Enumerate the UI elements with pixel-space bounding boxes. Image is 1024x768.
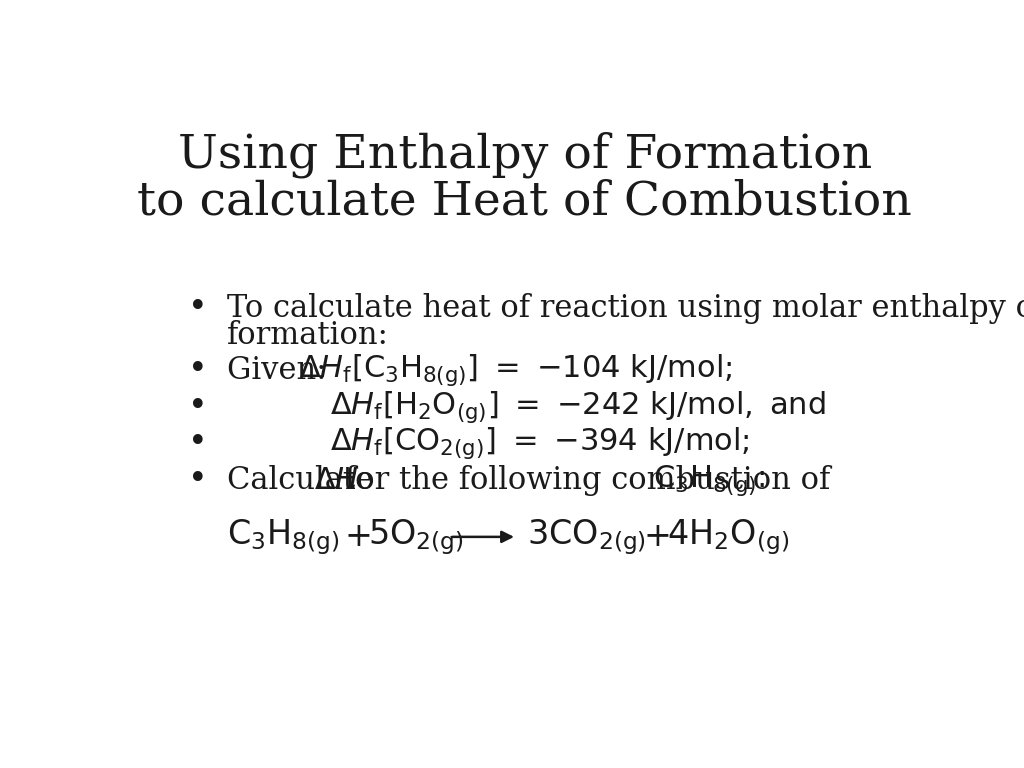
Text: •: • [187, 391, 207, 422]
Text: $\Delta \mathit{H}_\mathrm{f}[\mathrm{CO_{2(g)}}]\ =\ {-394}\ \mathrm{kJ/mol;}$: $\Delta \mathit{H}_\mathrm{f}[\mathrm{CO… [331, 425, 750, 462]
Text: Calculate: Calculate [227, 465, 383, 495]
Text: •: • [187, 428, 207, 459]
Text: To calculate heat of reaction using molar enthalpy of: To calculate heat of reaction using mola… [227, 293, 1024, 323]
Text: $\mathrm{C_3H_{8(g)}}$: $\mathrm{C_3H_{8(g)}}$ [227, 517, 340, 557]
Text: +: + [644, 521, 672, 553]
Text: for the following combustion of: for the following combustion of [345, 465, 840, 495]
Text: $\mathrm{4H_2O_{(g)}}$: $\mathrm{4H_2O_{(g)}}$ [667, 517, 788, 557]
Text: $\Delta \mathit{H}$: $\Delta \mathit{H}$ [314, 465, 359, 495]
Text: Given:: Given: [227, 355, 337, 386]
Text: +: + [345, 521, 373, 553]
Text: $\Delta \mathit{H}_\mathrm{f}[\mathrm{H_2O_{(g)}}]\ =\ {-242}\ \mathrm{kJ/mol,\ : $\Delta \mathit{H}_\mathrm{f}[\mathrm{H_… [331, 389, 826, 425]
Text: formation:: formation: [227, 320, 389, 351]
Text: to calculate Heat of Combustion: to calculate Heat of Combustion [137, 179, 912, 224]
Text: $\mathrm{3CO_{2(g)}}$: $\mathrm{3CO_{2(g)}}$ [527, 517, 646, 557]
Text: $\mathrm{C_3H_{8(g)}}$:: $\mathrm{C_3H_{8(g)}}$: [652, 462, 765, 498]
Text: •: • [187, 464, 207, 496]
Text: $\mathrm{5O_{2(g)}}$: $\mathrm{5O_{2(g)}}$ [369, 517, 464, 557]
Text: •: • [187, 292, 207, 324]
Text: Using Enthalpy of Formation: Using Enthalpy of Formation [178, 131, 871, 177]
Text: •: • [187, 354, 207, 386]
Text: $\Delta \mathit{H}_\mathrm{f}[\mathrm{C_3H_{8(g)}}]\ =\ {-104}\ \mathrm{kJ/mol;}: $\Delta \mathit{H}_\mathrm{f}[\mathrm{C_… [299, 353, 732, 388]
